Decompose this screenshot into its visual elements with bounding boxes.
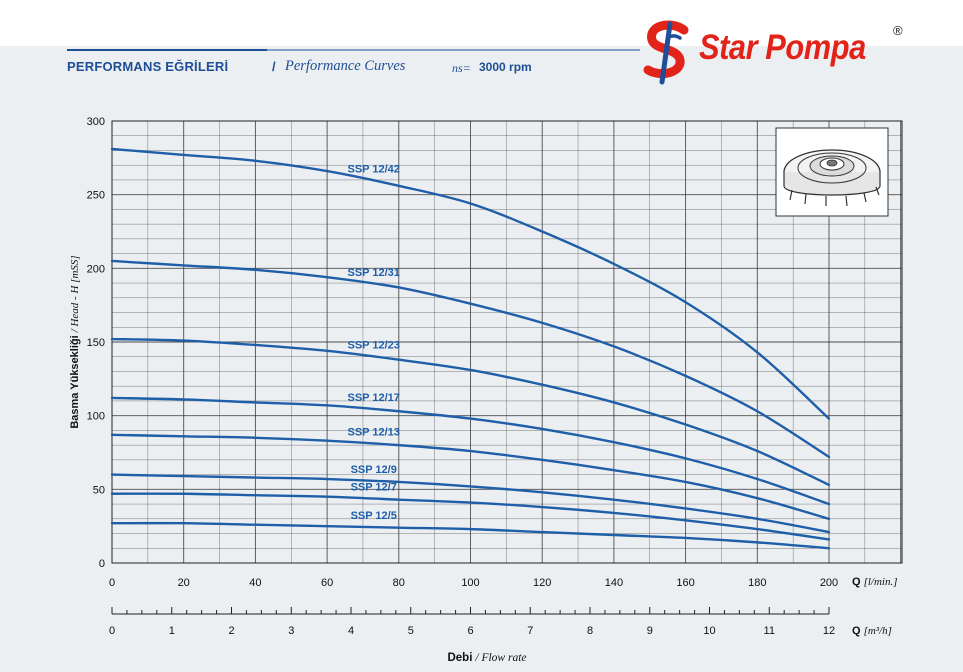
y-axis-label: Basma Yüksekliği/ Head - H [mSS] xyxy=(69,255,81,428)
curve-ssp-12-42 xyxy=(110,147,831,420)
x-axis-label-lmin: Q [l/min.] xyxy=(852,576,898,588)
m3h-tick-label: 6 xyxy=(467,625,473,637)
x-axis-label-m3h: Q [m³/h] xyxy=(852,625,892,637)
x-tick-labels-lmin: 0 20 40 60 80 100 120 140 160 180 200 xyxy=(109,577,838,589)
m3h-tick-label: 5 xyxy=(408,625,414,637)
x-tick-label: 0 xyxy=(109,577,115,589)
registered-mark: ® xyxy=(893,23,903,38)
curve-ssp-12-17 xyxy=(110,396,831,506)
m3h-axis xyxy=(111,607,830,615)
x-tick-label: 20 xyxy=(178,577,190,589)
title-english: Performance Curves xyxy=(285,58,406,74)
x-tick-label: 180 xyxy=(748,577,766,589)
x-tick-label: 80 xyxy=(393,577,405,589)
x-tick-label: 60 xyxy=(321,577,333,589)
curve-label: SSP 12/9 xyxy=(351,464,397,476)
y-tick-label: 300 xyxy=(87,116,105,128)
y-tick-label: 250 xyxy=(87,190,105,202)
curve-ssp-12-5 xyxy=(110,521,831,550)
x-tick-label: 100 xyxy=(461,577,479,589)
curve-label: SSP 12/17 xyxy=(348,392,400,404)
curve-label: SSP 12/5 xyxy=(351,510,397,522)
x-tick-label: 160 xyxy=(676,577,694,589)
star-pompa-logo-icon xyxy=(643,20,689,85)
curves xyxy=(110,147,831,550)
m3h-tick-label: 12 xyxy=(823,625,835,637)
brand-logo: Star Pompa ® xyxy=(640,16,920,86)
x-tick-label: 200 xyxy=(820,577,838,589)
title-turkish: PERFORMANS EĞRİLERİ xyxy=(67,59,229,74)
x-tick-label: 120 xyxy=(533,577,551,589)
y-tick-label: 150 xyxy=(87,337,105,349)
curve-ssp-12-23 xyxy=(110,337,831,487)
curve-label: SSP 12/13 xyxy=(348,427,400,439)
m3h-tick-label: 3 xyxy=(288,625,294,637)
m3h-tick-label: 9 xyxy=(647,625,653,637)
m3h-tick-label: 8 xyxy=(587,625,593,637)
m3h-tick-label: 0 xyxy=(109,625,115,637)
y-tick-label: 200 xyxy=(87,263,105,275)
x-axis-label-main: Debi / Flow rate xyxy=(447,652,526,664)
m3h-tick-label: 10 xyxy=(703,625,715,637)
m3h-tick-label: 2 xyxy=(228,625,234,637)
x-tick-labels-m3h: 0 1 2 3 4 5 6 7 8 9 10 11 12 xyxy=(109,625,835,637)
impeller-diagram-icon xyxy=(775,127,889,217)
curve-ssp-12-9 xyxy=(110,473,831,534)
speed-label: ns= xyxy=(452,61,471,75)
curve-label: SSP 12/7 xyxy=(351,482,397,494)
y-tick-label: 100 xyxy=(87,411,105,423)
m3h-tick-label: 1 xyxy=(169,625,175,637)
brand-name: Star Pompa xyxy=(699,28,866,67)
curve-ssp-12-7 xyxy=(110,492,831,541)
x-tick-label: 40 xyxy=(249,577,261,589)
y-tick-labels: 0 50 100 150 200 250 300 xyxy=(87,116,105,570)
y-tick-label: 0 xyxy=(99,558,105,570)
m3h-tick-label: 7 xyxy=(527,625,533,637)
m3h-tick-label: 4 xyxy=(348,625,354,637)
curve-label: SSP 12/42 xyxy=(348,164,400,176)
curve-labels: SSP 12/42 SSP 12/31 SSP 12/23 SSP 12/17 SSP … xyxy=(348,164,400,522)
m3h-tick-label: 11 xyxy=(764,625,775,637)
x-tick-label: 140 xyxy=(605,577,623,589)
y-tick-label: 50 xyxy=(93,484,105,496)
top-white-band xyxy=(0,0,963,46)
plot-frame xyxy=(111,120,903,564)
curve-label: SSP 12/23 xyxy=(348,340,400,352)
curve-label: SSP 12/31 xyxy=(348,267,400,279)
curve-ssp-12-31 xyxy=(110,259,831,459)
curve-ssp-12-13 xyxy=(110,433,831,520)
title-separator: / xyxy=(272,59,276,74)
speed-value: 3000 rpm xyxy=(479,60,532,74)
